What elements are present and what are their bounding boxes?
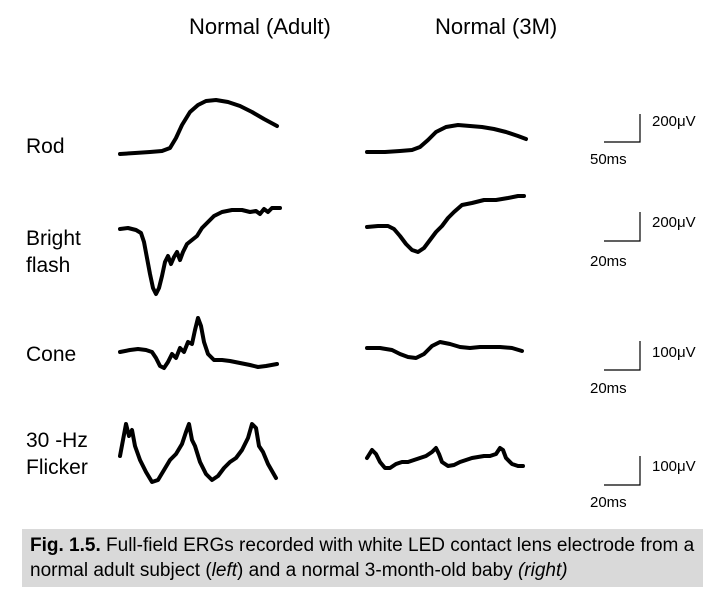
scale-amplitude-bright: 200μV (652, 214, 696, 231)
trace-cone-3m (365, 340, 524, 360)
scale-time-rod: 50ms (590, 151, 627, 168)
scale-time-flicker: 20ms (590, 494, 627, 511)
trace-rod-3m (365, 123, 528, 154)
column-title-3m: Normal (3M) (435, 14, 558, 39)
scale-bar-bright (604, 212, 641, 242)
caption-text-a: Full-field ERGs recorded with white LED … (30, 535, 695, 581)
scale-bar-flicker (604, 456, 641, 486)
caption-text-b: ) and a normal 3-month-old baby (237, 560, 518, 581)
scale-time-bright: 20ms (590, 253, 627, 270)
trace-bright-3m (365, 194, 526, 254)
trace-rod-adult (118, 98, 279, 156)
scale-amplitude-rod: 200μV (652, 113, 696, 130)
trace-bright-adult (118, 206, 282, 296)
trace-flicker-adult (118, 422, 278, 484)
scale-time-cone: 20ms (590, 380, 627, 397)
scale-amplitude-flicker: 100μV (652, 458, 696, 475)
scale-amplitude-cone: 100μV (652, 344, 696, 361)
row-label-rod: Rod (26, 135, 65, 158)
scale-bar-cone (604, 341, 641, 371)
scale-bar-rod (604, 114, 641, 143)
row-label-flicker: 30 -Hz Flicker (26, 429, 88, 479)
caption-figure-number: Fig. 1.5. (30, 535, 101, 556)
row-label-cone: Cone (26, 343, 77, 366)
row-label-bright-flash: Bright flash (26, 227, 81, 277)
erg-figure: Normal (Adult) Normal (3M) Rod Bright fl… (26, 14, 696, 511)
column-title-adult: Normal (Adult) (189, 14, 331, 39)
trace-flicker-3m (365, 446, 525, 470)
caption-left-word: left (211, 560, 238, 581)
trace-cone-adult (118, 316, 279, 370)
caption-right-word: (right) (517, 560, 568, 581)
figure-caption: Fig. 1.5. Full-field ERGs recorded with … (22, 529, 703, 587)
erg-traces (118, 98, 641, 486)
